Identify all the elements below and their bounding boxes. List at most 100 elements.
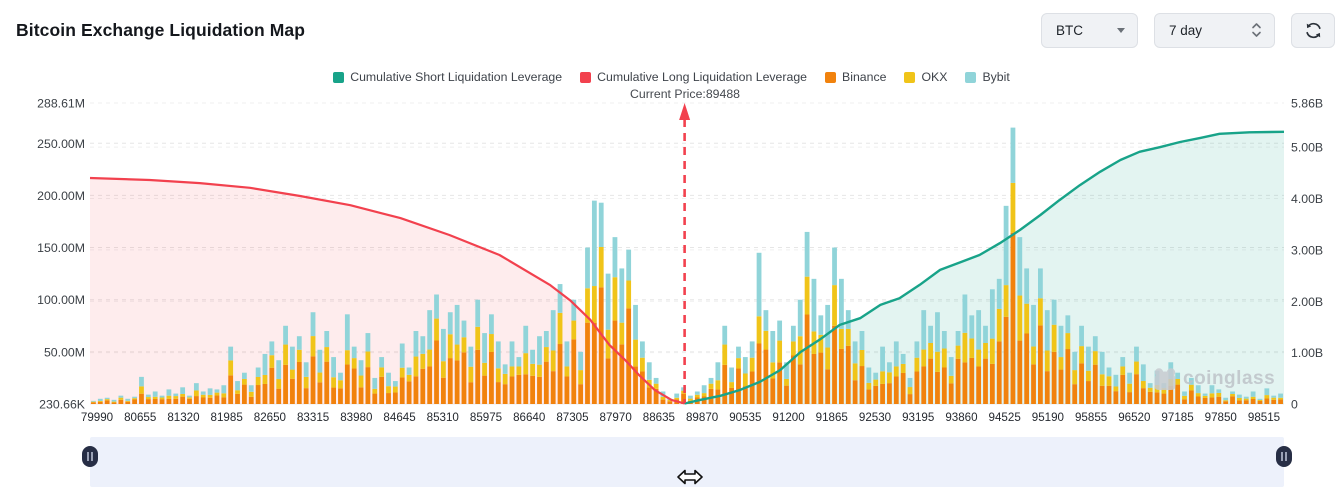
bar-bybit xyxy=(564,341,570,367)
bar-bybit xyxy=(269,341,275,356)
bar-okx xyxy=(235,390,240,394)
bar-bybit xyxy=(571,299,577,321)
bar-binance xyxy=(269,367,275,404)
bar-okx xyxy=(1264,395,1270,399)
bar-okx xyxy=(736,358,741,369)
bar-okx xyxy=(365,351,371,368)
bar-okx xyxy=(921,349,927,367)
bar-okx xyxy=(475,326,481,350)
bar-binance xyxy=(255,385,261,404)
bar-binance xyxy=(1038,325,1043,404)
bar-binance xyxy=(626,308,632,404)
bar-okx xyxy=(104,399,110,401)
bar-okx xyxy=(530,363,535,376)
bar-binance xyxy=(804,314,810,404)
bar-okx xyxy=(1223,400,1229,402)
bar-bybit xyxy=(1264,388,1270,396)
bar-bybit xyxy=(694,391,700,395)
range-handle-right[interactable] xyxy=(1276,446,1292,467)
bar-okx xyxy=(935,351,940,372)
bar-okx xyxy=(612,277,618,321)
bar-bybit xyxy=(221,385,227,394)
bar-bybit xyxy=(200,391,206,395)
bar-okx xyxy=(715,380,721,390)
bar-bybit xyxy=(523,325,529,354)
period-select[interactable]: 7 day xyxy=(1154,12,1275,48)
x-axis-tick: 97185 xyxy=(1161,411,1193,424)
bar-bybit xyxy=(688,395,693,399)
bar-bybit xyxy=(935,312,940,352)
bar-bybit xyxy=(585,247,590,289)
bar-binance xyxy=(200,397,206,404)
range-handle-left[interactable] xyxy=(82,446,98,467)
bar-binance xyxy=(1278,399,1283,404)
bar-bybit xyxy=(1182,391,1187,396)
bar-okx xyxy=(221,393,227,398)
x-axis-tick: 81985 xyxy=(211,411,243,424)
bar-okx xyxy=(242,378,247,385)
bar-okx xyxy=(866,382,872,390)
bar-bybit xyxy=(303,362,309,377)
bar-okx xyxy=(1058,357,1064,370)
bar-binance xyxy=(756,343,762,404)
bar-okx xyxy=(1237,397,1242,401)
spinner-updown-icon xyxy=(1252,23,1261,37)
zoom-range-scrollbar[interactable] xyxy=(82,437,1292,487)
bar-binance xyxy=(928,358,933,404)
bar-binance xyxy=(859,366,865,404)
bar-bybit xyxy=(708,377,714,384)
bar-okx xyxy=(893,366,899,377)
bar-binance xyxy=(1161,393,1167,404)
bar-binance xyxy=(502,384,508,404)
bar-binance xyxy=(310,356,316,404)
legend-item-4[interactable]: Bybit xyxy=(965,70,1010,84)
bar-okx xyxy=(207,394,213,398)
bar-bybit xyxy=(193,383,199,391)
legend-item-0[interactable]: Cumulative Short Liquidation Leverage xyxy=(333,70,562,84)
legend-item-2[interactable]: Binance xyxy=(825,70,886,84)
bar-binance xyxy=(921,366,927,404)
legend-item-1[interactable]: Cumulative Long Liquidation Leverage xyxy=(580,70,807,84)
bar-bybit xyxy=(242,372,247,379)
bar-bybit xyxy=(145,394,151,398)
bar-okx xyxy=(619,322,625,345)
legend-label: Cumulative Long Liquidation Leverage xyxy=(597,70,808,84)
bar-bybit xyxy=(784,362,789,379)
bar-okx xyxy=(262,374,268,384)
bar-bybit xyxy=(989,289,995,339)
bar-bybit xyxy=(228,346,234,361)
bar-okx xyxy=(1010,182,1016,233)
bar-bybit xyxy=(125,398,131,401)
bar-okx xyxy=(344,350,350,365)
right-axis-tick: 1.00B xyxy=(1291,346,1323,360)
bar-bybit xyxy=(447,312,453,335)
liquidation-chart[interactable]: 288.61M 250.00M 200.00M 150.00M 100.00M 50.00… xyxy=(0,0,1343,432)
legend-item-3[interactable]: OKX xyxy=(904,70,947,84)
bar-okx xyxy=(1209,393,1215,398)
bar-binance xyxy=(1209,397,1215,404)
bar-okx xyxy=(797,336,803,365)
bar-binance xyxy=(811,353,817,404)
bar-binance xyxy=(187,398,192,404)
refresh-button[interactable] xyxy=(1291,12,1335,48)
bar-binance xyxy=(1188,390,1194,404)
bar-bybit xyxy=(1195,385,1201,394)
bar-binance xyxy=(646,387,652,404)
bar-okx xyxy=(763,330,769,350)
bar-binance xyxy=(221,397,227,404)
bar-okx xyxy=(379,367,385,377)
bar-okx xyxy=(317,372,323,383)
bar-binance xyxy=(742,386,748,404)
bar-bybit xyxy=(152,391,158,397)
bar-okx xyxy=(729,382,734,388)
bar-okx xyxy=(111,401,117,403)
bar-binance xyxy=(1154,392,1160,404)
bar-binance xyxy=(784,385,789,404)
bar-binance xyxy=(1031,364,1036,404)
bar-bybit xyxy=(1140,364,1146,382)
bar-bybit xyxy=(928,325,933,343)
bar-bybit xyxy=(674,393,680,398)
symbol-select[interactable]: BTC xyxy=(1041,12,1138,48)
x-axis-tick: 80655 xyxy=(124,411,156,424)
bar-binance xyxy=(111,402,117,404)
